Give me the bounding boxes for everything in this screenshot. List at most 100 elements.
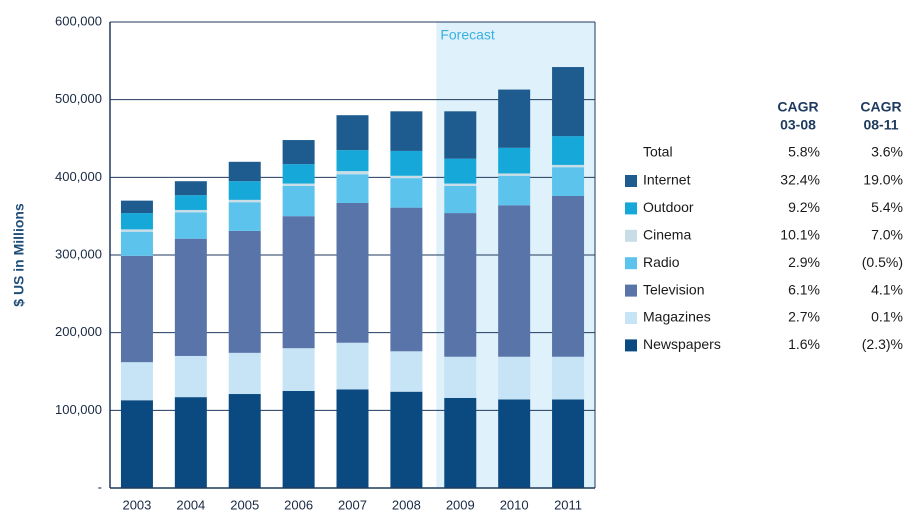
- bar-segment: [498, 205, 531, 357]
- cagr-value: (0.5%): [862, 254, 903, 270]
- bar-segment: [552, 67, 585, 137]
- legend-swatch: [625, 175, 637, 187]
- x-tick-label: 2009: [446, 497, 475, 512]
- bar-segment: [498, 399, 531, 488]
- bar-segment: [174, 355, 207, 398]
- bar-segment: [336, 150, 369, 172]
- bar-segment: [552, 136, 585, 165]
- bar-segment: [552, 195, 585, 357]
- cagr-value: 19.0%: [863, 172, 903, 188]
- bar-segment: [336, 115, 369, 151]
- bar-segment: [282, 216, 315, 349]
- cagr-value: 1.6%: [788, 336, 820, 352]
- legend-label: Radio: [643, 254, 680, 270]
- y-tick-label: 500,000: [55, 91, 102, 106]
- bar-segment: [444, 185, 477, 214]
- cagr-value: 7.0%: [871, 227, 903, 243]
- bar-segment: [174, 212, 207, 239]
- y-tick-label: -: [98, 479, 102, 494]
- bar-segment: [336, 342, 369, 390]
- bar-segment: [336, 171, 369, 175]
- legend-swatch: [625, 312, 637, 324]
- bar-segment: [228, 230, 261, 353]
- bar-segment: [390, 351, 423, 392]
- y-tick-label: 200,000: [55, 324, 102, 339]
- cagr-value: 6.1%: [788, 281, 820, 297]
- x-tick-label: 2003: [122, 497, 151, 512]
- cagr-header: CAGR: [860, 99, 901, 115]
- legend-label: Television: [643, 281, 704, 297]
- legend-swatch: [625, 284, 637, 297]
- legend-label: Magazines: [643, 309, 711, 325]
- bar-segment: [498, 173, 531, 176]
- cagr-value: 10.1%: [780, 227, 820, 243]
- y-tick-label: 600,000: [55, 13, 102, 28]
- bar-segment: [282, 185, 315, 217]
- legend-label: Outdoor: [643, 199, 694, 215]
- bar-segment: [444, 213, 477, 357]
- bar-segment: [228, 161, 261, 182]
- bar-segment: [282, 140, 315, 165]
- bar-segment: [174, 209, 207, 213]
- y-axis-label: $ US in Millions: [11, 203, 27, 307]
- bar-segment: [336, 174, 369, 203]
- bar-segment: [498, 356, 531, 400]
- cagr-value: 9.2%: [788, 199, 820, 215]
- x-tick-label: 2006: [284, 497, 313, 512]
- bar-segment: [120, 229, 153, 232]
- bar-segment: [228, 202, 261, 231]
- total-cagr: 5.8%: [788, 144, 820, 160]
- cagr-value: 32.4%: [780, 172, 820, 188]
- bar-segment: [552, 164, 585, 168]
- cagr-header: CAGR: [777, 99, 818, 115]
- x-tick-label: 2011: [554, 497, 582, 512]
- y-tick-label: 400,000: [55, 169, 102, 184]
- bar-segment: [498, 89, 531, 148]
- bar-segment: [228, 181, 261, 200]
- y-tick-label: 300,000: [55, 246, 102, 261]
- legend-label: Internet: [643, 172, 691, 188]
- cagr-value: 2.7%: [788, 309, 820, 325]
- bar-segment: [174, 181, 207, 196]
- bar-segment: [228, 199, 261, 203]
- y-tick-label: 100,000: [55, 402, 102, 417]
- legend-swatch: [625, 257, 637, 270]
- bar-segment: [174, 238, 207, 356]
- bar-segment: [552, 356, 585, 400]
- x-tick-label: 2010: [500, 497, 529, 512]
- forecast-label: Forecast: [440, 27, 495, 43]
- x-tick-label: 2007: [338, 497, 367, 512]
- bar-segment: [552, 167, 585, 196]
- bar-segment: [336, 202, 369, 343]
- bar-segment: [282, 348, 315, 391]
- bar-segment: [228, 352, 261, 395]
- bar-segment: [444, 158, 477, 184]
- bar-segment: [336, 389, 369, 488]
- bar-segment: [498, 175, 531, 206]
- bar-segment: [444, 356, 477, 398]
- bar-segment: [390, 111, 423, 151]
- legend-swatch: [625, 229, 637, 242]
- bar-segment: [390, 175, 423, 179]
- cagr-header: 03-08: [780, 117, 816, 133]
- bar-segment: [282, 183, 315, 186]
- bar-segment: [498, 147, 531, 174]
- bar-segment: [120, 255, 153, 363]
- cagr-header: 08-11: [863, 117, 898, 133]
- bar-segment: [282, 390, 315, 488]
- bar-segment: [444, 397, 477, 488]
- cagr-value: 5.4%: [871, 199, 903, 215]
- bar-segment: [120, 213, 153, 230]
- bar-segment: [390, 150, 423, 176]
- cagr-value: 0.1%: [871, 309, 903, 325]
- cagr-value: (2.3)%: [862, 336, 903, 352]
- legend-swatch: [625, 202, 637, 215]
- total-cagr: 3.6%: [871, 144, 903, 160]
- x-tick-label: 2005: [230, 497, 259, 512]
- bar-segment: [282, 164, 315, 184]
- bar-segment: [120, 200, 153, 214]
- legend-label: Newspapers: [643, 336, 721, 352]
- cagr-value: 4.1%: [871, 281, 903, 297]
- legend-label: Cinema: [643, 227, 691, 243]
